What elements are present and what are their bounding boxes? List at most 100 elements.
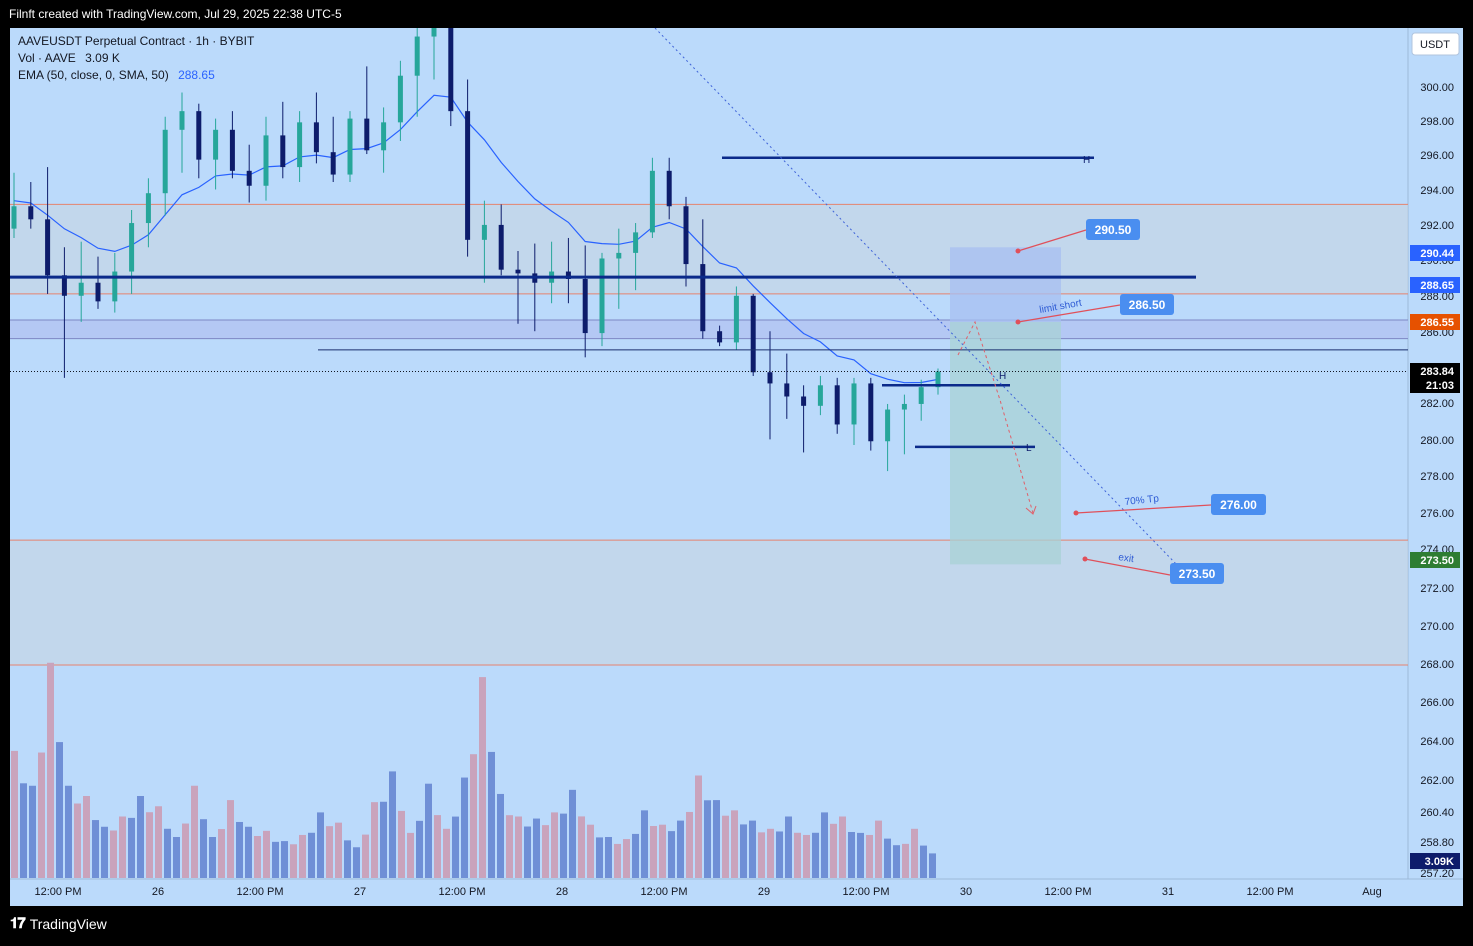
y-tick-label: 298.00 xyxy=(1420,116,1454,128)
candle-body xyxy=(229,129,235,171)
mid-zone xyxy=(10,320,1408,339)
volume-bar xyxy=(353,847,360,878)
volume-bar xyxy=(479,677,486,878)
note-exit: exit xyxy=(1118,552,1135,565)
price-badge xyxy=(1410,363,1460,379)
candle-body xyxy=(834,385,840,425)
volume-bar xyxy=(425,783,432,878)
candle-body xyxy=(733,295,739,343)
trendline xyxy=(654,27,1181,569)
volume-bar xyxy=(29,785,36,878)
candle-body xyxy=(700,264,706,332)
price-badge xyxy=(1410,245,1460,261)
lower-zone xyxy=(10,540,1408,666)
candle-body xyxy=(616,252,622,259)
projection-path xyxy=(957,320,1034,514)
volume-bar xyxy=(200,819,207,878)
position-reward-box xyxy=(950,321,1061,565)
x-tick-label: 12:00 PM xyxy=(640,886,687,898)
volume-bar xyxy=(920,845,927,878)
callout-stop-text: 290.50 xyxy=(1095,223,1132,237)
volume-bar xyxy=(272,841,279,878)
volume-bar xyxy=(155,806,162,878)
volume-bar xyxy=(893,845,900,878)
price-badge xyxy=(1410,314,1460,330)
price-badge xyxy=(1410,277,1460,293)
candle-body xyxy=(179,111,185,130)
volume-bar xyxy=(110,830,117,878)
callout-entry-anchor xyxy=(1015,319,1021,325)
volume-bar xyxy=(821,812,828,878)
volume-bar xyxy=(749,820,756,878)
footer-bar xyxy=(0,906,1473,941)
ema-label: EMA (50, close, 0, SMA, 50) xyxy=(18,68,169,82)
volume-bar xyxy=(137,796,144,878)
x-tick-label: Aug xyxy=(1362,886,1382,898)
volume-label: Vol · AAVE xyxy=(18,51,76,65)
x-tick-label: 12:00 PM xyxy=(236,886,283,898)
volume-bar xyxy=(344,840,351,878)
candle-body xyxy=(397,75,403,123)
y-tick-label: 270.00 xyxy=(1420,621,1454,633)
volume-bar xyxy=(101,826,108,878)
candle-body xyxy=(666,170,672,207)
callout-tp-box xyxy=(1211,494,1266,515)
volume-bar xyxy=(767,828,774,878)
candle-body xyxy=(817,385,823,406)
level-label-l: L xyxy=(1026,443,1032,454)
price-badge-text: 290.44 xyxy=(1420,248,1455,260)
volume-bar xyxy=(524,826,531,878)
volume-bar xyxy=(614,843,621,878)
volume-bar xyxy=(911,828,918,878)
volume-bar xyxy=(758,832,765,878)
y-tick-label: 296.00 xyxy=(1420,150,1454,162)
volume-bar xyxy=(668,831,675,878)
volume-bar xyxy=(623,839,630,878)
volume-bar xyxy=(866,834,873,878)
volume-bar xyxy=(218,829,225,878)
legend-volume: Vol · AAVE 3.09 K xyxy=(18,51,120,65)
callout-exit-anchor xyxy=(1082,556,1088,562)
callout-tp-connector xyxy=(1075,504,1212,514)
candle-body xyxy=(633,232,639,253)
price-badge-text: 21:03 xyxy=(1426,380,1454,392)
volume-bar xyxy=(641,810,648,878)
candle-body xyxy=(683,206,689,265)
volume-bar xyxy=(119,816,126,878)
brand-name: TradingView xyxy=(29,915,107,932)
volume-bar xyxy=(875,820,882,878)
volume-bar xyxy=(794,832,801,878)
volume-bar xyxy=(164,828,171,878)
volume-bar xyxy=(533,818,540,878)
callout-stop-connector xyxy=(1017,229,1087,252)
tradingview-logo-icon: 𝟏𝟕 xyxy=(10,915,26,932)
candle-body xyxy=(78,282,84,296)
tradingview-logo[interactable]: 𝟏𝟕 TradingView xyxy=(10,915,107,932)
candle-body xyxy=(45,219,51,276)
candle-body xyxy=(767,372,773,384)
candle-body xyxy=(918,387,924,404)
y-tick-label: 266.00 xyxy=(1420,697,1454,709)
candle-body xyxy=(515,269,521,274)
volume-bar xyxy=(731,810,738,878)
volume-value: 3.09 K xyxy=(85,51,120,65)
volume-bar xyxy=(740,824,747,878)
volume-bar xyxy=(515,816,522,878)
price-badge xyxy=(1410,552,1460,568)
volume-bar xyxy=(74,803,81,878)
callout-stop-box xyxy=(1086,219,1140,240)
volume-bar xyxy=(173,837,180,878)
volume-bar xyxy=(929,853,936,878)
y-tick-label: 282.00 xyxy=(1420,398,1454,410)
y-tick-label: 288.00 xyxy=(1420,291,1454,303)
volume-bar xyxy=(587,824,594,878)
y-tick-label: 272.00 xyxy=(1420,583,1454,595)
candle-body xyxy=(750,295,756,373)
candle-body xyxy=(347,118,353,175)
candle-body xyxy=(112,271,118,302)
volume-bar xyxy=(785,816,792,878)
volume-bar xyxy=(56,742,63,878)
candle-body xyxy=(935,371,941,388)
